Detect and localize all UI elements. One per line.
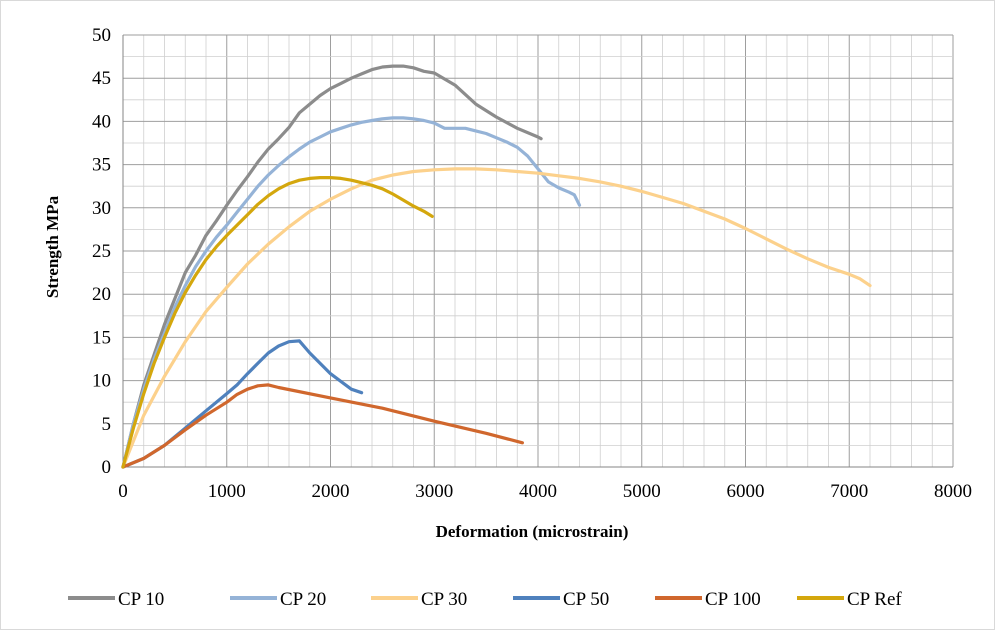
x-tick-label: 6000	[727, 481, 765, 502]
axes	[122, 35, 953, 468]
x-tick-label: 7000	[830, 481, 868, 502]
series-line-cp-100	[121, 383, 524, 469]
x-tick-label: 5000	[623, 481, 661, 502]
x-axis-title: Deformation (microstrain)	[436, 522, 629, 541]
series-line-cp-10	[121, 64, 543, 469]
series-line-cp-30	[121, 167, 872, 469]
legend-label-cp-ref: CP Ref	[847, 589, 902, 610]
y-tick-label: 35	[92, 155, 111, 176]
legend-label-cp-10: CP 10	[118, 589, 164, 610]
series-line-cp-20	[121, 116, 582, 469]
legend: CP 10 CP 20 CP 30 CP 50 CP 100 CP Ref	[68, 589, 902, 610]
grid	[122, 34, 954, 468]
legend-label-cp-20: CP 20	[280, 589, 326, 610]
y-tick-label: 30	[92, 198, 111, 219]
y-tick-label: 40	[92, 111, 111, 132]
y-tick-label: 45	[92, 68, 111, 89]
x-tick-label: 8000	[934, 481, 972, 502]
series-lines	[121, 64, 872, 469]
y-axis-title: Strength MPa	[43, 195, 62, 298]
y-tick-label: 20	[92, 284, 111, 305]
legend-label-cp-50: CP 50	[563, 589, 609, 610]
y-tick-label: 10	[92, 371, 111, 392]
y-tick-label: 50	[92, 25, 111, 46]
x-tick-label: 4000	[519, 481, 557, 502]
x-tick-label: 3000	[415, 481, 453, 502]
series-line-cp-ref	[121, 176, 434, 469]
legend-label-cp-100: CP 100	[705, 589, 761, 610]
y-tick-label: 0	[102, 457, 112, 478]
x-tick-label: 0	[118, 481, 128, 502]
tick-labels: 0 1000 2000 3000 4000 5000 6000 7000 8000 0 5 10 15 2…	[92, 25, 972, 502]
y-tick-label: 15	[92, 327, 111, 348]
legend-label-cp-30: CP 30	[421, 589, 467, 610]
y-tick-label: 25	[92, 241, 111, 262]
x-tick-label: 1000	[208, 481, 246, 502]
x-tick-label: 2000	[312, 481, 350, 502]
y-tick-label: 5	[102, 414, 112, 435]
